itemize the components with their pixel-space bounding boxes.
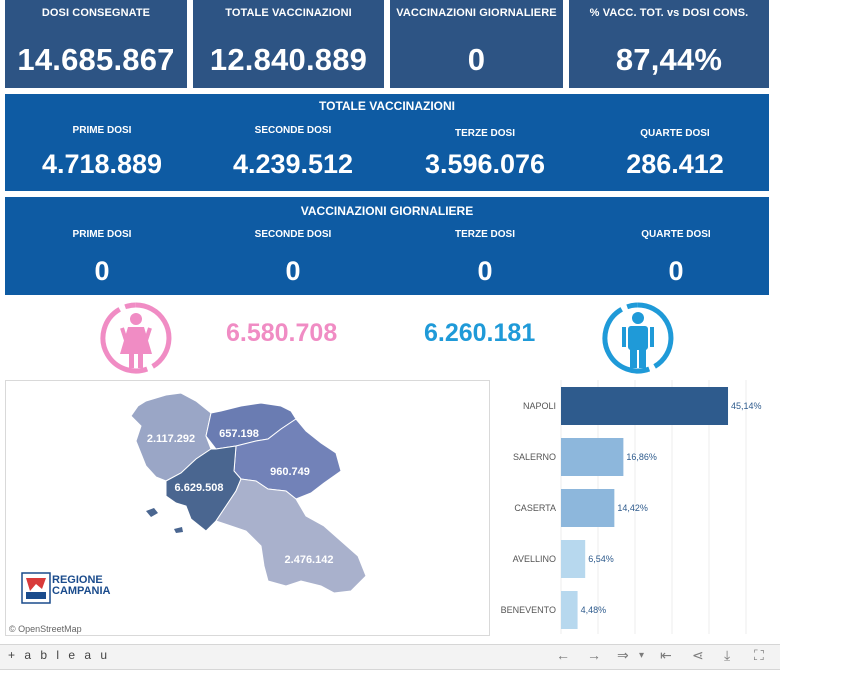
kpi-label: DOSI CONSEGNATE <box>41 7 151 19</box>
map-label-caserta: 2.117.292 <box>147 433 195 445</box>
giornaliere-quarte-dosi: QUARTE DOSI 0 <box>581 229 771 287</box>
logo-line2: CAMPANIA <box>52 585 111 597</box>
vaccinazioni-giornaliere-panel: VACCINAZIONI GIORNALIERE PRIME DOSI 0 SE… <box>5 197 769 295</box>
kpi-percentuale: % VACC. TOT. vs DOSI CONS. 87,44% <box>569 0 769 88</box>
kpi-vaccinazioni-giornaliere: VACCINAZIONI GIORNALIERE 0 <box>390 0 563 88</box>
regione-campania-logo <box>21 572 51 604</box>
bar-value-label: 6,54% <box>588 554 614 564</box>
kpi-value: 87,44% <box>615 42 723 77</box>
male-icon <box>602 302 674 374</box>
cell-label: TERZE DOSI <box>454 128 515 139</box>
chevron-down-icon[interactable]: ▾ <box>639 650 645 661</box>
kpi-totale-vaccinazioni: TOTALE VACCINAZIONI 12.840.889 <box>193 0 384 88</box>
cell-label: QUARTE DOSI <box>640 128 710 139</box>
female-count: 6.580.708 <box>226 319 338 347</box>
totale-quarte-dosi: QUARTE DOSI 286.412 <box>580 128 770 180</box>
bar-value-label: 45,14% <box>731 401 762 411</box>
bar-category-label: NAPOLI <box>523 401 556 411</box>
cell-label: PRIME DOSI <box>72 229 132 240</box>
bar-value-label: 14,42% <box>617 503 648 513</box>
kpi-dosi-consegnate: DOSI CONSEGNATE 14.685.867 <box>5 0 187 88</box>
giornaliere-seconde-dosi: SECONDE DOSI 0 <box>198 229 388 287</box>
cell-label: PRIME DOSI <box>72 125 132 136</box>
giornaliere-terze-dosi: TERZE DOSI 0 <box>390 229 580 287</box>
revert-icon[interactable]: ⇒ <box>617 647 629 663</box>
male-count: 6.260.181 <box>424 319 536 347</box>
undo-icon[interactable]: ← <box>556 647 570 663</box>
map-label-avellino: 960.749 <box>270 466 310 478</box>
bar-napoli[interactable] <box>561 387 729 425</box>
kpi-value: 12.840.889 <box>209 42 368 77</box>
panel-title: TOTALE VACCINAZIONI <box>319 99 455 113</box>
bar-avellino[interactable] <box>561 540 586 578</box>
cell-label: SECONDE DOSI <box>254 229 332 240</box>
kpi-value: 14.685.867 <box>17 42 175 77</box>
kpi-label: VACCINAZIONI GIORNALIERE <box>396 7 557 19</box>
province-salerno <box>215 478 367 594</box>
bar-chart-svg: NAPOLI 45,14% SALERNO 16,86% CASERTA 14,42% AV… <box>501 380 762 634</box>
campania-map[interactable]: 2.117.292 657.198 960.749 6.629.508 2.47… <box>5 380 490 636</box>
cell-label: SECONDE DOSI <box>254 125 332 136</box>
map-svg: 2.117.292 657.198 960.749 6.629.508 2.47… <box>9 392 367 634</box>
cell-label: QUARTE DOSI <box>641 229 711 240</box>
bar-category-label: SALERNO <box>513 452 556 462</box>
cell-value: 286.412 <box>626 149 724 179</box>
bar-value-label: 4,48% <box>581 605 607 615</box>
cell-value: 4.718.889 <box>41 149 163 179</box>
totale-vaccinazioni-panel: TOTALE VACCINAZIONI PRIME DOSI 4.718.889… <box>5 94 769 191</box>
map-label-salerno: 2.476.142 <box>285 554 334 566</box>
tableau-logo[interactable]: + a b l e a u <box>8 648 111 662</box>
fullscreen-icon[interactable]: ⛶ <box>754 647 764 663</box>
cell-value: 0 <box>477 256 493 286</box>
bar-caserta[interactable] <box>561 489 615 527</box>
kpi-label: % VACC. TOT. vs DOSI CONS. <box>589 7 749 19</box>
bar-category-label: BENEVENTO <box>501 605 556 615</box>
tableau-toolbar: + a b l e a u ← → ⇒ ▾ ⇤ ⋖ ⤓ ⛶ <box>0 644 780 670</box>
province-bar-chart: NAPOLI 45,14% SALERNO 16,86% CASERTA 14,42% AV… <box>492 380 772 634</box>
island-capri <box>174 527 183 533</box>
cell-value: 0 <box>668 256 684 286</box>
map-label-benevento: 657.198 <box>219 428 259 440</box>
bar-category-label: CASERTA <box>514 503 556 513</box>
totale-prime-dosi: PRIME DOSI 4.718.889 <box>7 125 197 180</box>
download-icon[interactable]: ⤓ <box>724 647 731 663</box>
logo-line1: REGIONE <box>52 574 103 586</box>
bar-benevento[interactable] <box>561 591 578 629</box>
island-ischia <box>146 508 158 517</box>
female-icon <box>100 302 172 374</box>
share-icon[interactable]: ⋖ <box>692 647 704 663</box>
cell-value: 4.239.512 <box>232 149 354 179</box>
map-attribution: © OpenStreetMap <box>9 624 82 634</box>
bar-salerno[interactable] <box>561 438 624 476</box>
cell-value: 3.596.076 <box>424 149 546 179</box>
kpi-value: 0 <box>467 42 486 77</box>
cell-label: TERZE DOSI <box>454 229 515 240</box>
panel-title: VACCINAZIONI GIORNALIERE <box>300 204 474 218</box>
redo-icon[interactable]: → <box>587 647 601 663</box>
totale-seconde-dosi: SECONDE DOSI 4.239.512 <box>198 125 388 180</box>
bar-value-label: 16,86% <box>626 452 657 462</box>
cell-value: 0 <box>285 256 301 286</box>
giornaliere-prime-dosi: PRIME DOSI 0 <box>7 229 197 287</box>
totale-terze-dosi: TERZE DOSI 3.596.076 <box>390 128 580 180</box>
pause-icon[interactable]: ⇤ <box>660 647 672 663</box>
cell-value: 0 <box>94 256 110 286</box>
bar-category-label: AVELLINO <box>513 554 556 564</box>
map-label-napoli: 6.629.508 <box>175 482 224 494</box>
kpi-label: TOTALE VACCINAZIONI <box>225 7 352 19</box>
